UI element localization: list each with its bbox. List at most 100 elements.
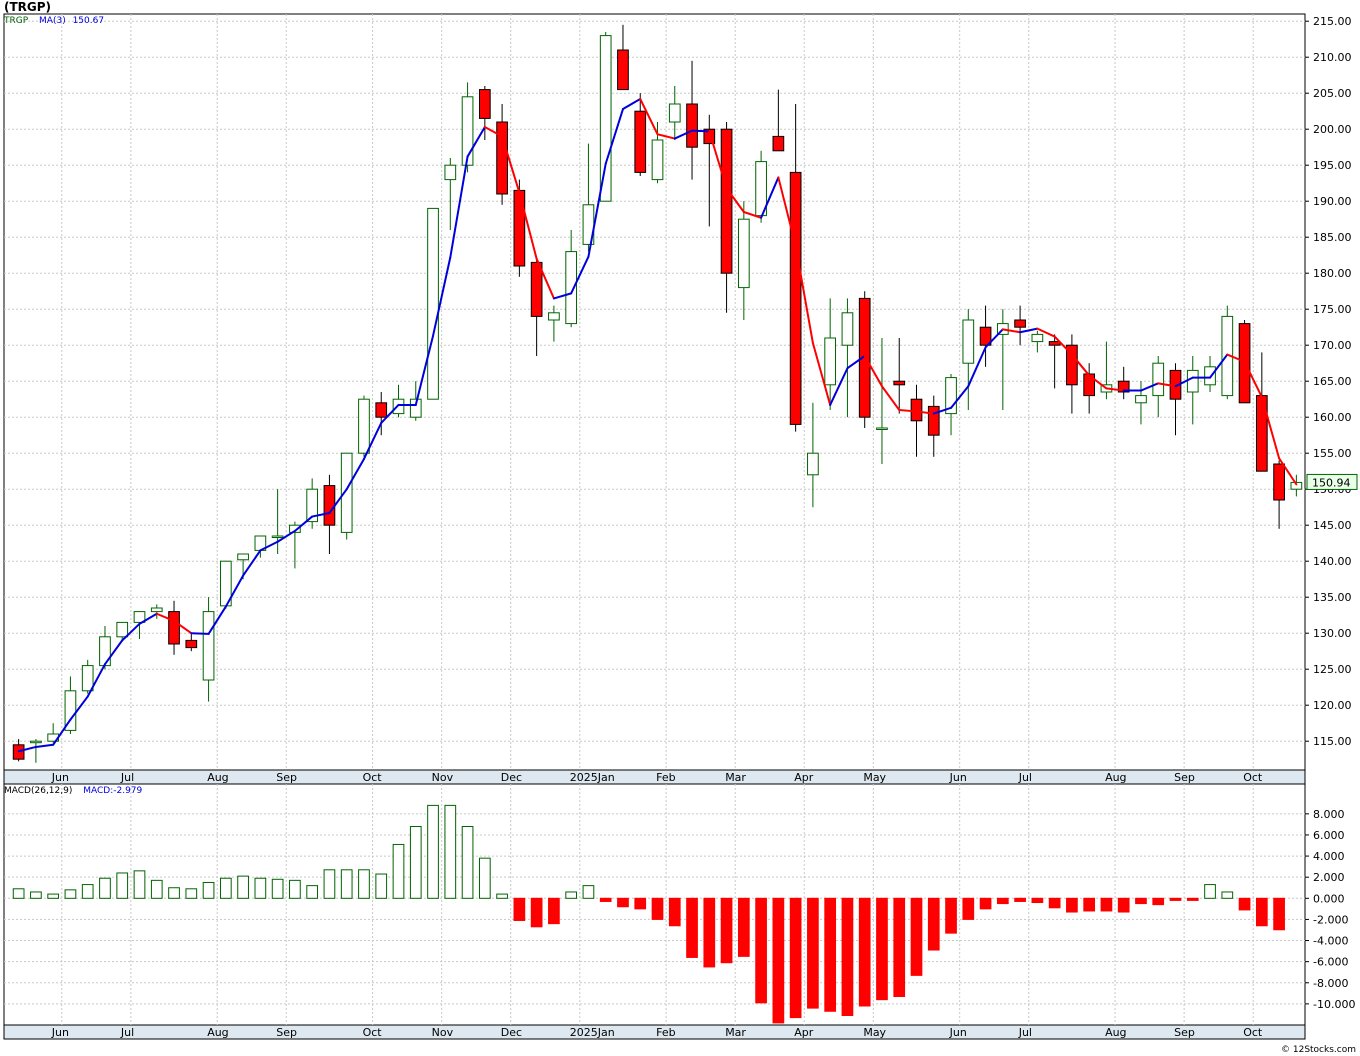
ma-line-segment (811, 342, 832, 406)
price-x-tick-label: Oct (1243, 771, 1263, 784)
price-x-tick-label: Jun (949, 771, 967, 784)
ma-line-segment (863, 355, 883, 388)
candle-body (789, 171, 802, 425)
macd-legend: MACD(26,12,9) MACD:-2.979 (4, 786, 150, 796)
macd-x-tick-label: Aug (207, 1026, 228, 1039)
macd-bar (599, 897, 612, 902)
ma-line-segment (691, 129, 711, 133)
candle-body (807, 452, 819, 476)
copyright-text: © 12Stocks.com (1281, 1045, 1356, 1055)
candle-body (427, 207, 439, 400)
macd-bar (1066, 897, 1078, 913)
price-y-tick-label: 210.00 (1313, 51, 1352, 64)
macd-y-tick-label: 2.000 (1313, 871, 1345, 884)
ma-line-segment (621, 97, 642, 111)
macd-x-tick-label: Mar (725, 1026, 746, 1039)
ma-line-segment (604, 108, 624, 165)
macd-bar (478, 857, 491, 899)
macd-bar (427, 804, 439, 899)
ma-line-segment (86, 663, 106, 698)
price-y-tick-label: 145.00 (1313, 519, 1352, 532)
macd-x-tick-label: Aug (1105, 1026, 1126, 1039)
macd-bar (807, 897, 819, 1009)
ma-line-segment (483, 126, 504, 138)
ma-line-segment (138, 612, 158, 625)
macd-bar (47, 893, 60, 899)
price-y-tick-label: 120.00 (1313, 699, 1352, 712)
candle-body (1204, 366, 1216, 386)
ma-line-segment (103, 639, 124, 666)
macd-bar (461, 826, 474, 899)
candle-body (634, 110, 647, 173)
macd-bar (548, 897, 560, 925)
macd-bar (789, 897, 802, 1019)
last-price-tag-label: 150.94 (1312, 476, 1351, 489)
macd-bar (81, 884, 94, 899)
candle-body (651, 139, 664, 181)
candle-body (1014, 319, 1026, 328)
candle-body (686, 103, 698, 148)
macd-y-tick-label: 6.000 (1313, 829, 1345, 842)
ma-line-segment (190, 632, 210, 635)
candle-body (306, 488, 319, 523)
ma-line-segment (552, 292, 573, 300)
macd-bar (202, 881, 215, 899)
candle-body (99, 636, 111, 667)
ma-line-segment (311, 511, 331, 518)
candle-body (1186, 369, 1199, 393)
ma-line-segment (777, 176, 797, 247)
price-y-tick-label: 160.00 (1313, 411, 1352, 424)
macd-bar (876, 897, 888, 1001)
price-x-tick-label: Sep (1174, 771, 1195, 784)
macd-bar (1186, 897, 1199, 901)
macd-y-tick-label: -2.000 (1313, 913, 1348, 926)
price-x-tick-label: Oct (363, 771, 383, 784)
macd-bar (668, 897, 681, 927)
macd-bar (841, 897, 854, 1016)
macd-bar (1014, 897, 1026, 902)
candle-body (720, 128, 733, 274)
macd-x-tick-label: Jul (120, 1026, 134, 1039)
candle-body (1290, 481, 1303, 490)
ma-line-segment (725, 187, 745, 213)
macd-bar (237, 875, 249, 899)
candle-body (202, 611, 215, 681)
ma-line-segment (1088, 374, 1108, 390)
macd-bar (323, 869, 336, 899)
ma-line-segment (17, 745, 37, 753)
macd-bar (444, 804, 457, 899)
ma-line-segment (414, 334, 435, 406)
macd-bar (651, 897, 664, 920)
candle-body (358, 398, 370, 454)
candle-body (1135, 395, 1147, 404)
candle-body (496, 121, 508, 195)
candle-body (375, 402, 388, 418)
macd-bar (254, 877, 267, 899)
candle-body (910, 398, 923, 422)
chart-title: (TRGP) (4, 0, 52, 14)
price-y-tick-label: 175.00 (1313, 303, 1352, 316)
macd-bar (1152, 897, 1165, 906)
macd-bar (116, 872, 129, 899)
price-legend-ma-value: 150.67 (72, 16, 105, 26)
macd-bar (927, 897, 940, 951)
macd-x-tick-label: Sep (1174, 1026, 1195, 1039)
ma-line-segment (673, 129, 694, 140)
macd-bar (1117, 897, 1130, 913)
ma-line-segment (52, 718, 72, 746)
candle-body (340, 452, 353, 533)
macd-bar (12, 888, 25, 899)
macd-x-tick-label: Jun (949, 1026, 967, 1039)
candle-body (150, 607, 163, 613)
ma-line-segment (932, 406, 953, 415)
candle-body (530, 261, 543, 317)
macd-bar (99, 877, 111, 899)
ma-line-segment (328, 488, 348, 514)
ma-line-segment (69, 695, 89, 721)
macd-bar (150, 879, 163, 899)
macd-bar (64, 889, 77, 899)
price-x-tick-label: Sep (276, 771, 297, 784)
ma-line-segment (1226, 353, 1246, 363)
ma-line-segment (449, 155, 469, 259)
macd-bar (513, 897, 526, 921)
